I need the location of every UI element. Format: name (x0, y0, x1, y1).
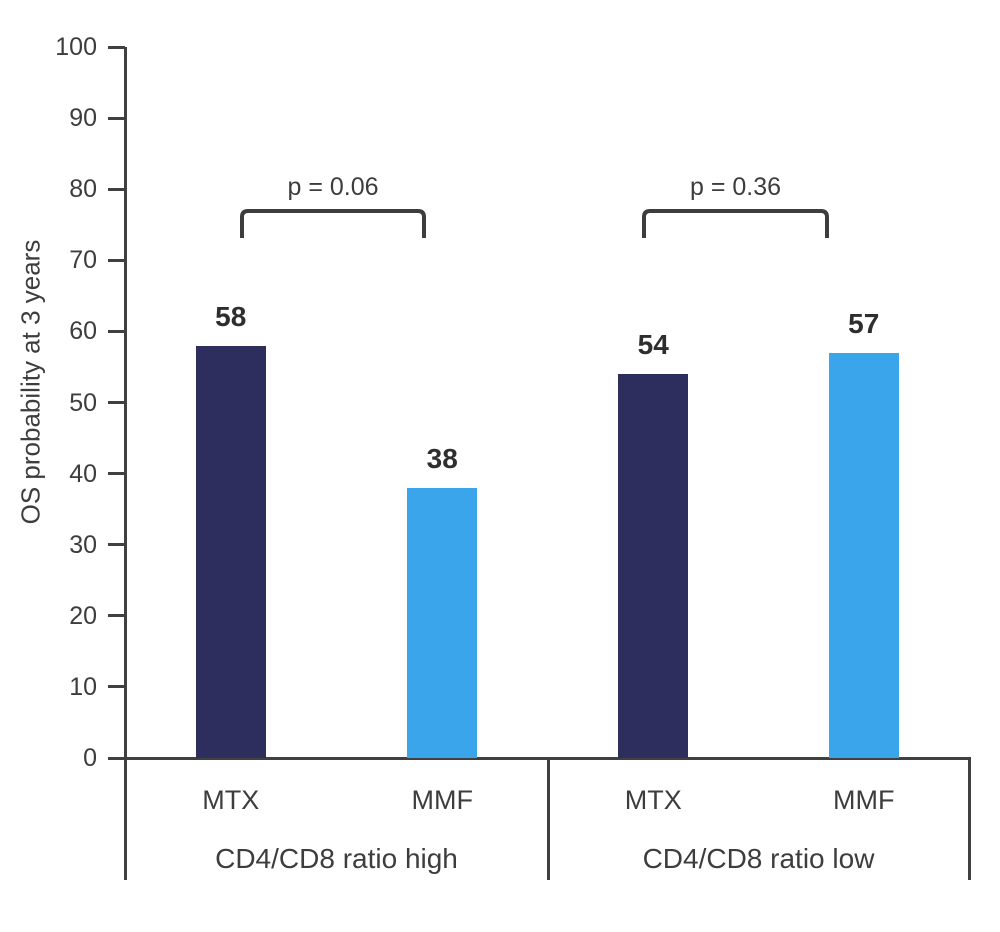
bar-value-label: 58 (215, 300, 247, 332)
y-tick-mark (108, 472, 125, 476)
y-tick-mark (108, 258, 125, 262)
y-tick-label: 60 (69, 317, 97, 346)
y-tick-label: 30 (69, 530, 97, 559)
p-value-bracket (642, 209, 829, 238)
y-tick-mark (108, 614, 125, 618)
y-tick-mark (108, 329, 125, 333)
p-value-label: p = 0.06 (287, 173, 379, 201)
x-category-label: MMF (833, 785, 895, 815)
bar-value-label: 57 (848, 307, 880, 339)
group-label: CD4/CD8 ratio low (642, 843, 875, 874)
bar-value-label: 54 (637, 329, 669, 361)
y-tick-mark (108, 401, 125, 404)
bar-cd4/cd8-ratio-high-mmf (407, 487, 478, 758)
x-category-label: MTX (202, 785, 260, 815)
x-category-label: MTX (624, 785, 682, 815)
y-tick-mark (108, 45, 125, 49)
y-tick-label: 90 (69, 104, 97, 133)
y-tick-label: 20 (69, 601, 97, 630)
bar-cd4/cd8-ratio-low-mmf (828, 352, 899, 758)
y-tick-label: 40 (69, 459, 97, 488)
group-separator (967, 758, 971, 880)
bar-cd4/cd8-ratio-low-mtx (618, 374, 689, 758)
y-tick-label: 0 (83, 744, 97, 772)
y-tick-mark (108, 187, 125, 191)
y-tick-label: 50 (69, 388, 97, 417)
y-tick-label: 100 (55, 33, 97, 61)
y-tick-mark (108, 116, 125, 120)
group-label: CD4/CD8 ratio high (215, 843, 458, 874)
y-tick-label: 10 (69, 672, 97, 701)
y-tick-label: 70 (69, 246, 97, 275)
p-value-bracket (240, 209, 426, 238)
y-tick-mark (108, 685, 125, 689)
bar-cd4/cd8-ratio-high-mtx (195, 345, 266, 758)
p-value-label: p = 0.36 (689, 173, 782, 201)
y-tick-mark (108, 756, 125, 760)
y-tick-mark (108, 543, 125, 547)
group-separator (546, 758, 550, 880)
x-category-label: MMF (411, 785, 473, 815)
y-axis-line (123, 47, 127, 880)
y-tick-label: 80 (69, 175, 97, 204)
bar-value-label: 38 (426, 442, 458, 474)
